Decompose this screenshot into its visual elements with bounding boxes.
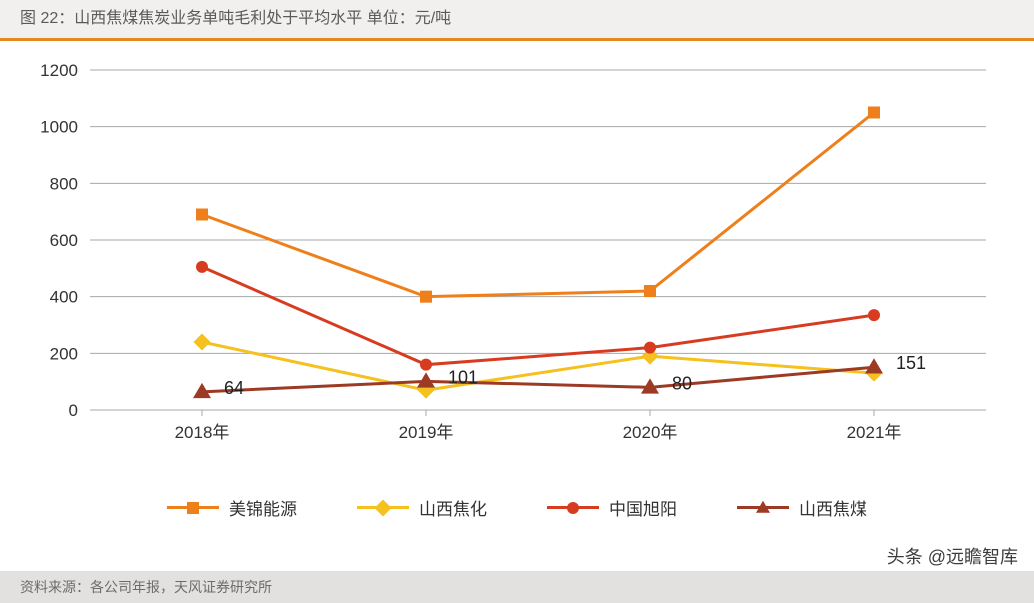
legend-item: 山西焦煤 xyxy=(737,495,867,520)
figure-container: 图 22：山西焦煤焦炭业务单吨毛利处于平均水平 单位：元/吨 0 200 400 60… xyxy=(0,0,1034,603)
legend-label: 美锦能源 xyxy=(229,495,297,520)
svg-text:64: 64 xyxy=(224,378,244,398)
svg-text:151: 151 xyxy=(896,353,926,373)
svg-text:2020年: 2020年 xyxy=(623,423,678,442)
svg-text:2021年: 2021年 xyxy=(847,423,902,442)
svg-text:2019年: 2019年 xyxy=(399,423,454,442)
source-footer: 资料来源：各公司年报，天风证券研究所 xyxy=(0,571,1034,603)
svg-text:400: 400 xyxy=(50,288,78,307)
legend-label: 山西焦煤 xyxy=(799,495,867,520)
chart-title: 图 22：山西焦煤焦炭业务单吨毛利处于平均水平 单位：元/吨 xyxy=(0,0,1034,41)
svg-text:2018年: 2018年 xyxy=(175,423,230,442)
legend: 美锦能源 山西焦化 中国旭阳 山西焦煤 xyxy=(18,495,1016,520)
svg-text:200: 200 xyxy=(50,344,78,363)
svg-text:0: 0 xyxy=(69,401,78,420)
svg-text:600: 600 xyxy=(50,231,78,250)
watermark: 头条 @远瞻智库 xyxy=(887,543,1018,569)
svg-text:800: 800 xyxy=(50,174,78,193)
svg-text:1200: 1200 xyxy=(40,61,78,80)
svg-text:80: 80 xyxy=(672,373,692,393)
svg-text:101: 101 xyxy=(448,367,478,387)
legend-label: 中国旭阳 xyxy=(609,495,677,520)
legend-item: 中国旭阳 xyxy=(547,495,677,520)
line-chart: 0 200 400 600 800 1000 1200 2018年 2019年 2020年 2021… xyxy=(18,50,1016,530)
legend-item: 美锦能源 xyxy=(167,495,297,520)
svg-text:1000: 1000 xyxy=(40,118,78,137)
chart-area: 0 200 400 600 800 1000 1200 2018年 2019年 2020年 2021… xyxy=(18,50,1016,530)
legend-label: 山西焦化 xyxy=(419,495,487,520)
legend-item: 山西焦化 xyxy=(357,495,487,520)
